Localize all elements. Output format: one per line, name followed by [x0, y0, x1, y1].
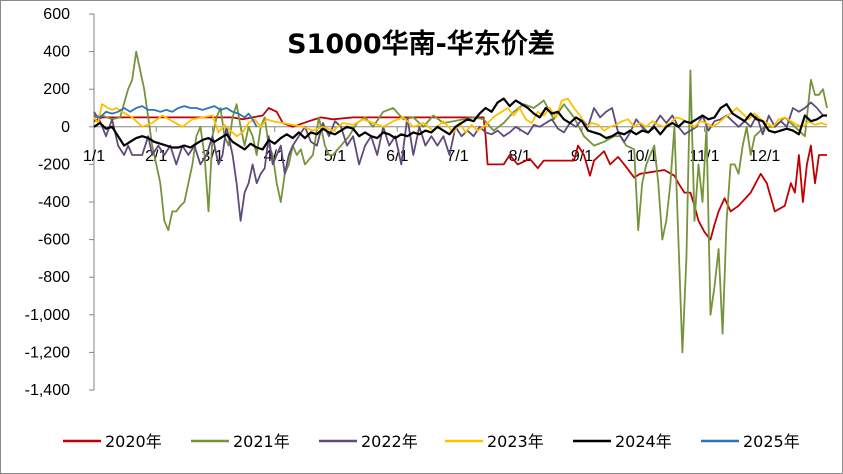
series-lines — [93, 50, 828, 354]
x-tick-label: 1/1 — [83, 148, 105, 165]
y-axis-ticks: 600 400 200 0 -200 -400 -600 -800 -1,000 -1,200 -1… — [25, 6, 94, 399]
x-tick-label: 4/1 — [264, 148, 286, 165]
legend-label: 2024年 — [615, 432, 672, 451]
x-tick-label: 5/1 — [324, 148, 346, 165]
x-tick-label: 7/1 — [446, 148, 468, 165]
legend-label: 2020年 — [105, 432, 162, 451]
y-tick-label: 600 — [43, 6, 70, 23]
legend-label: 2023年 — [487, 432, 544, 451]
chart-title: S1000华南-华东价差 — [287, 28, 555, 60]
y-tick-label: -1,200 — [25, 344, 70, 361]
plot-area: 600 400 200 0 -200 -400 -600 -800 -1,000 -1,200 -1… — [25, 6, 828, 399]
y-tick-label: 0 — [61, 119, 70, 136]
series-line-2024年 — [93, 97, 827, 151]
x-tick-label: 12/1 — [749, 148, 780, 165]
y-tick-label: -200 — [38, 156, 70, 173]
series-line-2020年 — [93, 107, 827, 241]
y-tick-label: -800 — [38, 269, 70, 286]
series-line-2021年 — [93, 50, 828, 354]
y-tick-label: 200 — [43, 81, 70, 98]
y-tick-label: -1,000 — [25, 307, 70, 324]
y-tick-label: -600 — [38, 232, 70, 249]
series-line-2022年 — [93, 101, 827, 222]
series-line-2023年 — [93, 97, 828, 138]
legend-label: 2021年 — [233, 432, 290, 451]
y-tick-label: 400 — [43, 44, 70, 61]
legend-label: 2022年 — [361, 432, 418, 451]
series-line-2025年 — [93, 105, 258, 128]
y-tick-label: -400 — [38, 194, 70, 211]
legend: 2020年 2021年 2022年 2023年 2024年 2025年 — [63, 432, 800, 451]
legend-label: 2025年 — [743, 432, 800, 451]
y-tick-label: -1,400 — [25, 382, 70, 399]
x-tick-label: 6/1 — [386, 148, 408, 165]
